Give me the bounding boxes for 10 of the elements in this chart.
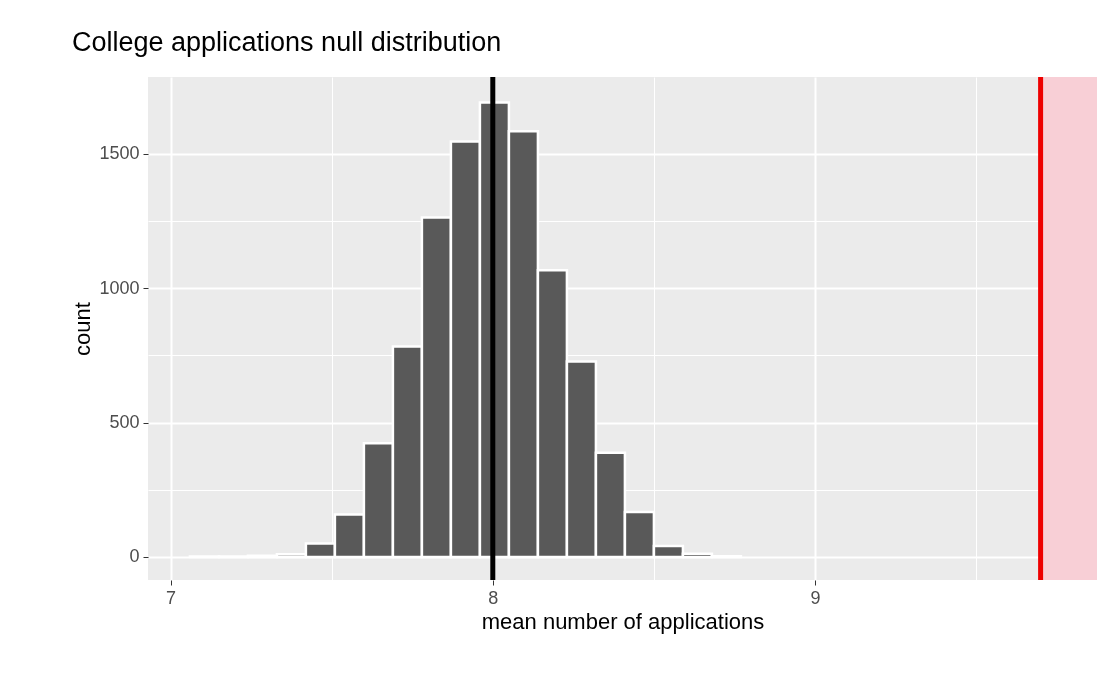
y-tick-label: 500 xyxy=(109,412,140,433)
x-tick-label: 8 xyxy=(488,587,499,608)
y-tick-label: 0 xyxy=(129,546,140,567)
y-tick-label: 1000 xyxy=(99,277,140,298)
y-tick-label: 1500 xyxy=(99,143,140,164)
x-axis-title: mean number of applications xyxy=(481,608,765,634)
x-tick-label: 9 xyxy=(810,587,821,608)
chart-title: College applications null distribution xyxy=(71,26,502,57)
y-axis-title: count xyxy=(70,302,96,356)
x-tick-label: 7 xyxy=(166,587,177,608)
